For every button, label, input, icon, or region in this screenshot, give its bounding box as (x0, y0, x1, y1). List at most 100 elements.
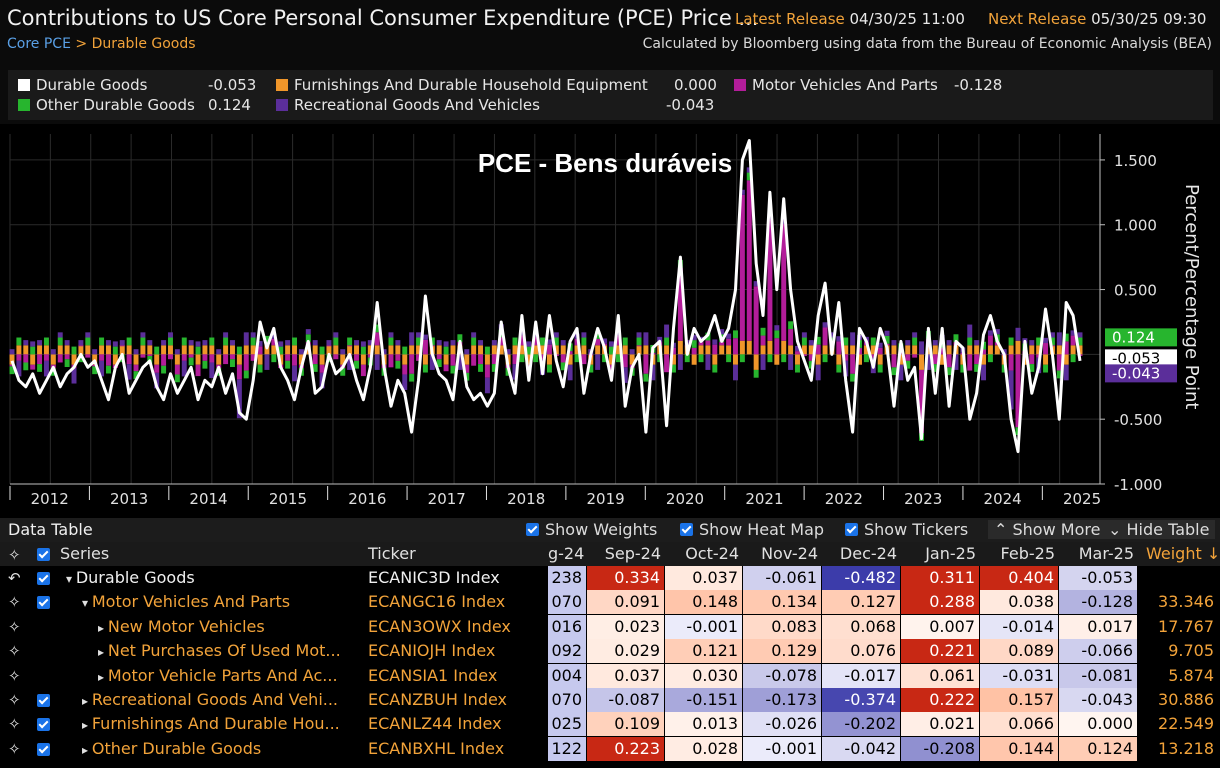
toggle-show-weights[interactable]: Show Weights (526, 520, 657, 539)
chart-bar-segment (478, 354, 484, 365)
expand-chevron-icon[interactable]: ▾ (66, 572, 76, 586)
legend-item-durable-goods[interactable]: Durable Goods (18, 76, 147, 94)
expand-chevron-icon[interactable]: ▸ (82, 742, 92, 757)
chart-bar-segment (92, 366, 98, 375)
col-header-weight[interactable]: Weight ↓ (1146, 544, 1220, 563)
legend-swatch (734, 79, 746, 91)
series-name[interactable]: ▸ New Motor Vehicles (98, 615, 362, 639)
double-chevron-down-icon: ⌄ (1108, 520, 1122, 539)
legend-item-recreational[interactable]: Recreational Goods And Vehicles (276, 96, 540, 114)
undo-icon[interactable]: ↶ (8, 569, 21, 587)
move-icon[interactable]: ✧ (8, 617, 21, 636)
ticker-cell[interactable]: ECANLZ44 Index (368, 714, 502, 734)
toggle-show-tickers[interactable]: Show Tickers (845, 520, 968, 539)
row-checkbox[interactable] (37, 694, 50, 707)
series-name[interactable]: ▸ Furnishings And Durable Hou... (82, 712, 362, 736)
col-header-series[interactable]: Series (60, 544, 110, 563)
chart-bar-segment (409, 345, 415, 355)
ticker-cell[interactable]: ECANBXHL Index (368, 738, 505, 758)
chart-bar-segment (78, 345, 84, 355)
chart-bar-segment (395, 340, 401, 346)
move-icon[interactable]: ✧ (8, 642, 21, 661)
hide-table-button[interactable]: ⌄ Hide Table (1102, 520, 1216, 539)
ticker-cell[interactable]: ECANZBUH Index (368, 690, 508, 709)
move-icon[interactable]: ✧ (8, 593, 21, 612)
col-header-month[interactable]: Oct-24 (685, 544, 739, 563)
toggle-show-heat-map[interactable]: Show Heat Map (680, 520, 824, 539)
col-header-month[interactable]: Jan-25 (925, 544, 976, 563)
move-icon[interactable]: ✧ (8, 666, 21, 685)
series-name[interactable]: ▸ Other Durable Goods (82, 737, 362, 761)
chart-bar-segment (236, 354, 242, 365)
series-name[interactable]: ▸ Net Purchases Of Used Mot... (98, 639, 362, 663)
chart-bar-segment (37, 345, 43, 355)
move-icon[interactable]: ✧ (8, 546, 21, 564)
breadcrumb-root[interactable]: Core PCE (7, 36, 71, 52)
chart-bar-segment (1049, 337, 1055, 346)
col-header-month[interactable]: Dec-24 (839, 544, 897, 563)
x-tick-label: 2020 (666, 490, 704, 508)
table-row[interactable]: ✧ ▸ Net Purchases Of Used Mot... ECANIOJH … (0, 639, 1220, 664)
table-row[interactable]: ✧ ▸ Furnishings And Durable Hou... ECANLZ4… (0, 712, 1220, 737)
series-name[interactable]: ▸ Motor Vehicle Parts And Ac... (98, 664, 362, 688)
row-checkbox[interactable] (37, 742, 50, 756)
value-cell: -0.173 (743, 688, 822, 712)
table-row[interactable]: ↶ ▾ Durable Goods ECANIC3D Index 238 0.334 0.… (0, 566, 1220, 590)
move-icon[interactable]: ✧ (8, 715, 21, 734)
ticker-cell[interactable]: ECANGC16 Index (368, 592, 506, 612)
ticker-cell[interactable]: ECANSIA1 Index (368, 665, 498, 685)
legend-item-motor-vehicles[interactable]: Motor Vehicles And Parts (734, 76, 938, 94)
row-checkbox[interactable] (37, 596, 50, 610)
series-name[interactable]: ▾ Durable Goods (66, 566, 362, 590)
ticker-cell[interactable]: ECANIOJH Index (368, 641, 496, 661)
chart-bar-segment (388, 337, 394, 346)
expand-chevron-icon[interactable]: ▸ (82, 718, 92, 733)
chart-bar-segment (891, 340, 897, 346)
series-name[interactable]: ▸ Recreational Goods And Vehi... (82, 688, 362, 712)
expand-chevron-icon[interactable]: ▸ (82, 694, 92, 708)
row-checkbox[interactable] (37, 572, 50, 585)
move-icon[interactable]: ✧ (8, 691, 21, 709)
chart-bar-segment (209, 337, 215, 346)
chart-bar-segment (436, 340, 442, 346)
chart-bar-segment (478, 345, 484, 355)
expand-chevron-icon[interactable]: ▸ (98, 669, 108, 684)
chart-bar-segment (395, 360, 401, 369)
chart-area[interactable]: 1.500 1.000 0.500 -0.500 -1.000 2012 2013 2014 2… (0, 124, 1220, 518)
legend-item-other-durable[interactable]: Other Durable Goods (18, 96, 195, 114)
chart-bar-segment (746, 167, 752, 173)
table-row[interactable]: ✧ ▸ Recreational Goods And Vehi... ECANZBU… (0, 688, 1220, 712)
table-row[interactable]: ✧ ▸ New Motor Vehicles ECAN3OWX Index 016 0.… (0, 614, 1220, 639)
value-cell: -0.482 (822, 566, 901, 590)
ticker-cell[interactable]: ECANIC3D Index (368, 568, 500, 587)
chart-bar-segment (1070, 354, 1076, 363)
col-header-month[interactable]: Nov-24 (761, 544, 818, 563)
col-header-month[interactable]: g-24 (548, 544, 585, 563)
chart-bar-segment (230, 359, 235, 368)
last-value-text: -0.043 (1112, 364, 1160, 382)
col-header-month[interactable]: Mar-25 (1078, 544, 1134, 563)
ticker-cell[interactable]: ECAN3OWX Index (368, 616, 511, 636)
chart-bar-segment (23, 345, 29, 355)
col-header-month[interactable]: Sep-24 (604, 544, 661, 563)
table-row[interactable]: ✧ ▾ Motor Vehicles And Parts ECANGC16 Inde… (0, 590, 1220, 615)
select-all-checkbox[interactable] (37, 548, 50, 561)
expand-chevron-icon[interactable]: ▸ (98, 645, 108, 660)
row-checkbox[interactable] (37, 718, 50, 732)
move-icon[interactable]: ✧ (8, 739, 21, 758)
chart-bar-segment (843, 345, 849, 355)
table-row[interactable]: ✧ ▸ Motor Vehicle Parts And Ac... ECANSIA1… (0, 663, 1220, 688)
show-more-button[interactable]: ⌃ Show More (988, 520, 1107, 539)
legend-item-furnishings[interactable]: Furnishings And Durable Household Equipm… (276, 76, 648, 94)
expand-chevron-icon[interactable]: ▾ (82, 596, 92, 611)
chart-bar-segment (698, 345, 704, 355)
chart-bar-segment (133, 354, 139, 365)
breadcrumb-current[interactable]: Durable Goods (91, 36, 196, 52)
chart-bar-segment (292, 337, 297, 346)
chart-bar-segment (57, 332, 63, 338)
col-header-month[interactable]: Feb-25 (1000, 544, 1055, 563)
series-name[interactable]: ▾ Motor Vehicles And Parts (82, 590, 362, 614)
table-row[interactable]: ✧ ▸ Other Durable Goods ECANBXHL Index 122 0… (0, 736, 1220, 761)
expand-chevron-icon[interactable]: ▸ (98, 620, 108, 635)
col-header-ticker[interactable]: Ticker (368, 544, 416, 563)
